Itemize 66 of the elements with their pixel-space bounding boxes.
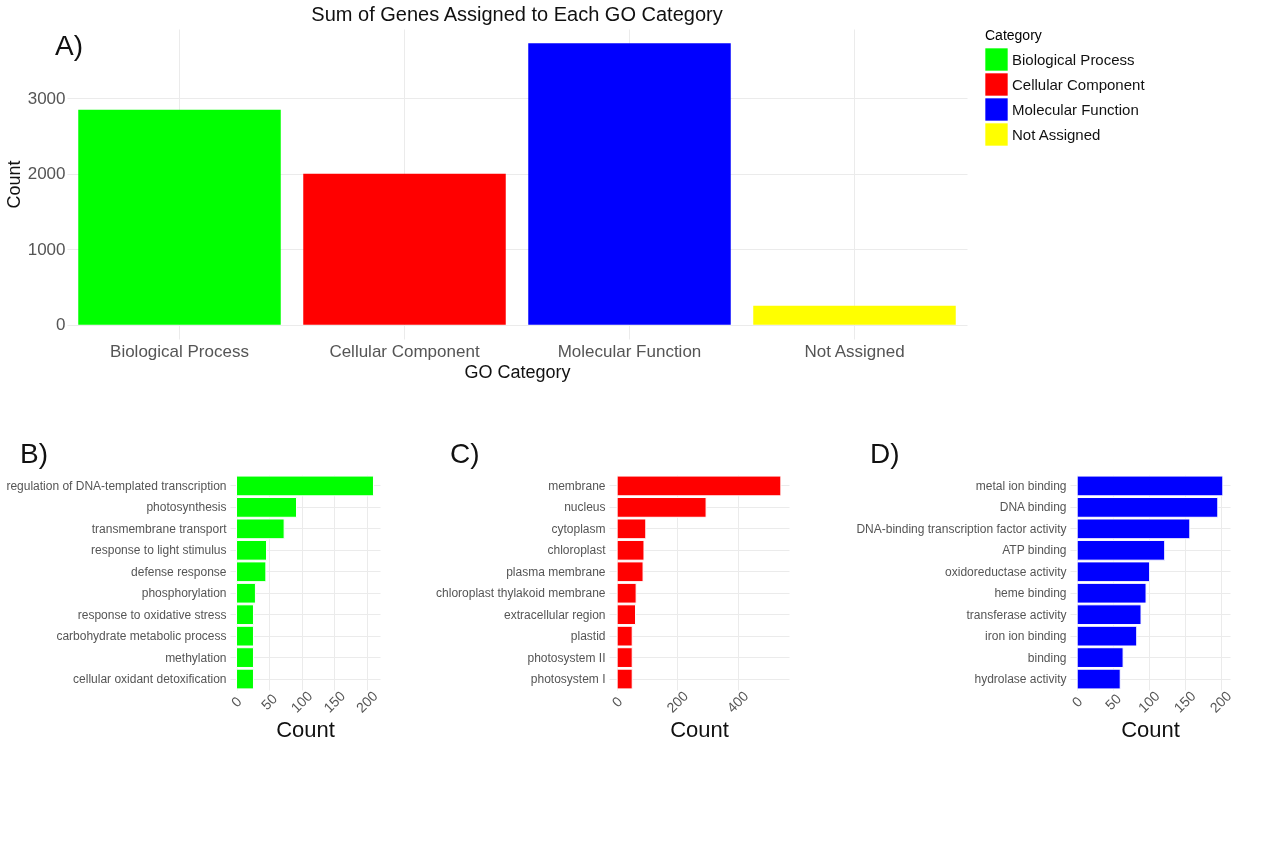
x-tick-label: Cellular Component <box>329 341 480 361</box>
y-tick-label: DNA-binding transcription factor activity <box>856 521 1067 536</box>
x-tick-label: 150 <box>320 687 349 716</box>
y-tick-label: photosystem II <box>527 650 606 665</box>
x-tick-label: Not Assigned <box>804 341 905 361</box>
x-tick-label: 0 <box>1068 693 1086 711</box>
x-tick-label: 150 <box>1170 687 1199 716</box>
y-tick-label: photosystem I <box>530 672 606 687</box>
y-tick-label: ATP binding <box>1002 543 1067 558</box>
y-tick-label: phosphorylation <box>141 586 227 601</box>
y-tick-label: 2000 <box>27 164 66 184</box>
x-tick-label: 50 <box>1101 690 1125 713</box>
x-tick-label: 50 <box>257 690 281 713</box>
x-tick-label: 100 <box>287 687 316 716</box>
text: D) <box>870 438 900 470</box>
y-tick-label: chloroplast <box>547 543 607 558</box>
y-tick-label: transmembrane transport <box>91 521 228 536</box>
text: B) <box>20 438 48 470</box>
y-tick-label: cellular oxidant detoxification <box>73 672 227 687</box>
y-tick-label: response to oxidative stress <box>77 607 227 622</box>
y-tick-label: oxidoreductase activity <box>945 564 1067 579</box>
y-tick-label: extracellular region <box>504 607 606 622</box>
x-tick-label: 100 <box>1134 687 1163 716</box>
x-tick-label: 200 <box>663 687 692 716</box>
y-tick-label: binding <box>1027 650 1067 665</box>
y-tick-label: 1000 <box>27 239 66 259</box>
y-tick-label: metal ion binding <box>975 478 1067 493</box>
annotation: A) <box>55 30 83 62</box>
y-tick-label: defense response <box>131 564 227 579</box>
y-tick-label: nucleus <box>564 500 606 515</box>
y-tick-label: heme binding <box>994 586 1067 601</box>
y-axis-title: Count <box>3 160 24 209</box>
x-tick-label: 0 <box>227 693 245 711</box>
legend-label: Not Assigned <box>1012 125 1101 143</box>
x-axis-title: Count <box>276 716 335 742</box>
x-axis-title: Count <box>670 716 729 742</box>
x-tick-label: 400 <box>723 687 752 716</box>
y-tick-label: DNA binding <box>999 500 1067 515</box>
y-tick-label: plasma membrane <box>506 564 606 579</box>
y-tick-label: response to light stimulus <box>91 543 227 558</box>
legend-label: Cellular Component <box>1012 75 1146 93</box>
y-tick-label: membrane <box>548 478 606 493</box>
y-tick-label: methylation <box>165 650 227 665</box>
legend-label: Biological Process <box>1012 50 1135 68</box>
x-tick-label: 200 <box>352 687 381 716</box>
y-tick-label: carbohydrate metabolic process <box>56 629 227 644</box>
y-tick-label: chloroplast thylakoid membrane <box>436 586 606 601</box>
y-tick-label: 0 <box>56 315 66 335</box>
text: C) <box>450 438 480 470</box>
x-axis-title: GO Category <box>464 361 571 382</box>
y-tick-label: regulation of DNA-templated transcription <box>6 478 227 493</box>
legend-label: Molecular Function <box>1012 100 1139 118</box>
y-tick-label: photosynthesis <box>146 500 227 515</box>
x-tick-label: Biological Process <box>110 341 249 361</box>
x-tick-label: 200 <box>1206 687 1235 716</box>
y-tick-label: cytoplasm <box>551 521 606 536</box>
y-tick-label: plastid <box>570 629 606 644</box>
y-tick-label: iron ion binding <box>985 629 1067 644</box>
legend-title: Category <box>985 27 1042 43</box>
y-tick-label: transferase activity <box>966 607 1067 622</box>
x-tick-label: Molecular Function <box>557 341 702 361</box>
x-tick-label: 0 <box>608 693 626 711</box>
chart-title: Sum of Genes Assigned to Each GO Category <box>311 3 723 25</box>
y-tick-label: hydrolase activity <box>974 672 1067 687</box>
x-axis-title: Count <box>1121 716 1180 742</box>
y-tick-label: 3000 <box>27 88 66 108</box>
